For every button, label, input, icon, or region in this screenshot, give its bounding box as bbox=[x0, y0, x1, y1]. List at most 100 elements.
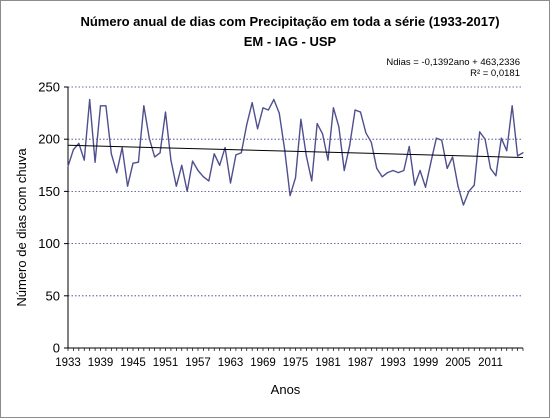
data-point bbox=[278, 112, 280, 114]
data-point bbox=[327, 159, 329, 161]
data-point bbox=[468, 190, 470, 192]
data-point bbox=[349, 144, 351, 147]
data-point bbox=[451, 156, 454, 158]
data-point bbox=[506, 150, 508, 152]
data-point bbox=[370, 141, 372, 143]
data-point bbox=[246, 123, 248, 126]
y-tick-label: 250 bbox=[38, 80, 60, 95]
data-point bbox=[516, 155, 519, 157]
x-tick-label: 2005 bbox=[445, 357, 471, 369]
data-point bbox=[365, 132, 367, 134]
data-point bbox=[235, 154, 237, 156]
x-tick-label: 1981 bbox=[315, 357, 341, 369]
x-tick-label: 1933 bbox=[55, 357, 81, 369]
x-tick-label: 2011 bbox=[478, 357, 503, 369]
chart-title: Número anual de dias com Precipitação em… bbox=[80, 14, 500, 29]
data-point bbox=[164, 111, 167, 113]
data-point bbox=[186, 190, 188, 192]
data-point bbox=[273, 98, 275, 101]
x-tick-label: 1951 bbox=[153, 357, 179, 369]
data-point bbox=[148, 137, 150, 139]
x-axis-label: Anos bbox=[271, 382, 301, 397]
data-point bbox=[126, 185, 129, 187]
x-tick-label: 1999 bbox=[413, 357, 439, 369]
data-point bbox=[495, 175, 497, 177]
y-tick-label: 0 bbox=[53, 341, 60, 356]
data-point bbox=[457, 185, 459, 187]
data-point bbox=[181, 164, 183, 166]
data-point bbox=[154, 156, 156, 158]
data-point bbox=[175, 185, 177, 187]
data-point bbox=[446, 167, 448, 170]
data-point bbox=[419, 169, 421, 172]
data-point bbox=[78, 142, 80, 144]
x-tick-label: 1969 bbox=[250, 357, 276, 369]
y-tick-label: 50 bbox=[46, 288, 60, 303]
trendline-r-squared: R² = 0,0181 bbox=[470, 68, 520, 79]
data-point bbox=[441, 139, 443, 141]
data-point bbox=[240, 152, 242, 154]
trendline-equation: Ndias = -0,1392ano + 463,2336 bbox=[386, 57, 520, 68]
data-point bbox=[343, 169, 345, 172]
data-point bbox=[424, 186, 427, 188]
data-point bbox=[143, 105, 145, 107]
data-point bbox=[484, 138, 486, 140]
data-point bbox=[430, 161, 432, 163]
data-point bbox=[191, 160, 194, 162]
data-point bbox=[294, 177, 297, 179]
data-point bbox=[99, 105, 102, 107]
x-tick-label: 1993 bbox=[380, 357, 406, 369]
x-tick-label: 1975 bbox=[283, 357, 309, 369]
data-point bbox=[267, 109, 270, 111]
data-point bbox=[522, 152, 524, 154]
data-point bbox=[137, 161, 140, 163]
series-line bbox=[67, 98, 524, 206]
data-point bbox=[311, 180, 313, 182]
data-point bbox=[262, 107, 264, 109]
data-point bbox=[332, 107, 335, 109]
data-point bbox=[321, 133, 324, 135]
data-point bbox=[305, 155, 307, 157]
data-point bbox=[359, 111, 362, 113]
data-point bbox=[256, 128, 259, 130]
data-point bbox=[251, 102, 253, 104]
data-point bbox=[202, 176, 205, 178]
data-point bbox=[386, 172, 389, 174]
data-point bbox=[397, 172, 400, 174]
data-point bbox=[489, 167, 492, 170]
x-tick-label: 1987 bbox=[348, 357, 374, 369]
trendline bbox=[67, 144, 524, 158]
data-point bbox=[403, 169, 405, 172]
chart-subtitle: EM - IAG - USP bbox=[243, 34, 337, 49]
y-axis-label: Número de dias com chuva bbox=[14, 148, 29, 307]
data-point bbox=[354, 109, 356, 111]
data-point bbox=[462, 204, 465, 206]
data-point bbox=[381, 176, 383, 178]
y-tick-label: 150 bbox=[38, 184, 60, 199]
data-point bbox=[284, 149, 286, 151]
y-tick-label: 100 bbox=[38, 236, 60, 251]
data-point bbox=[213, 153, 215, 155]
data-point bbox=[121, 146, 123, 149]
data-point bbox=[219, 164, 221, 166]
data-point bbox=[208, 180, 210, 182]
x-tick-label: 1945 bbox=[120, 357, 146, 369]
data-point bbox=[229, 182, 232, 184]
data-point bbox=[110, 153, 112, 155]
data-point bbox=[105, 105, 107, 107]
data-point bbox=[159, 152, 161, 154]
data-point bbox=[170, 159, 172, 161]
data-point bbox=[408, 145, 410, 148]
data-point bbox=[300, 118, 302, 120]
data-point bbox=[289, 194, 291, 197]
data-point bbox=[116, 172, 118, 174]
data-point bbox=[479, 131, 481, 133]
data-point bbox=[435, 137, 437, 139]
data-point bbox=[316, 122, 318, 125]
data-point bbox=[338, 126, 340, 128]
data-point bbox=[132, 162, 134, 164]
data-point bbox=[72, 149, 75, 151]
y-tick-label: 200 bbox=[38, 132, 60, 147]
data-point bbox=[67, 165, 69, 167]
